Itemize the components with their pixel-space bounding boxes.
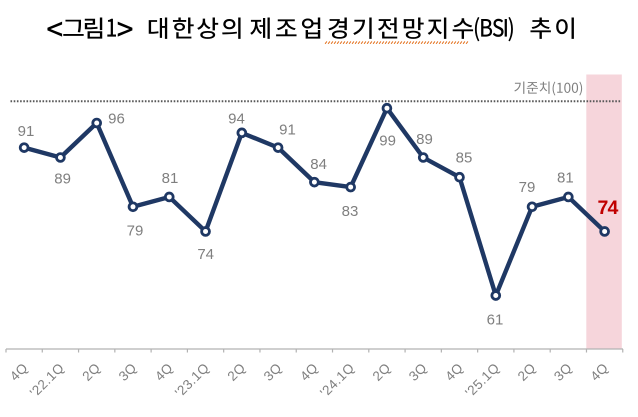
svg-text:74: 74 xyxy=(597,197,618,219)
svg-text:61: 61 xyxy=(487,311,504,328)
svg-text:79: 79 xyxy=(127,222,144,239)
svg-text:96: 96 xyxy=(108,110,125,127)
svg-text:89: 89 xyxy=(54,170,71,187)
svg-text:85: 85 xyxy=(456,150,473,167)
svg-text:89: 89 xyxy=(416,131,433,148)
svg-text:91: 91 xyxy=(18,123,35,140)
svg-text:79: 79 xyxy=(519,179,536,196)
svg-text:81: 81 xyxy=(557,170,574,187)
svg-text:74: 74 xyxy=(197,246,214,263)
svg-text:94: 94 xyxy=(228,111,245,128)
svg-text:99: 99 xyxy=(379,133,396,150)
svg-text:91: 91 xyxy=(279,122,296,139)
svg-text:84: 84 xyxy=(310,156,327,173)
svg-text:81: 81 xyxy=(162,170,179,187)
svg-text:83: 83 xyxy=(342,203,359,220)
